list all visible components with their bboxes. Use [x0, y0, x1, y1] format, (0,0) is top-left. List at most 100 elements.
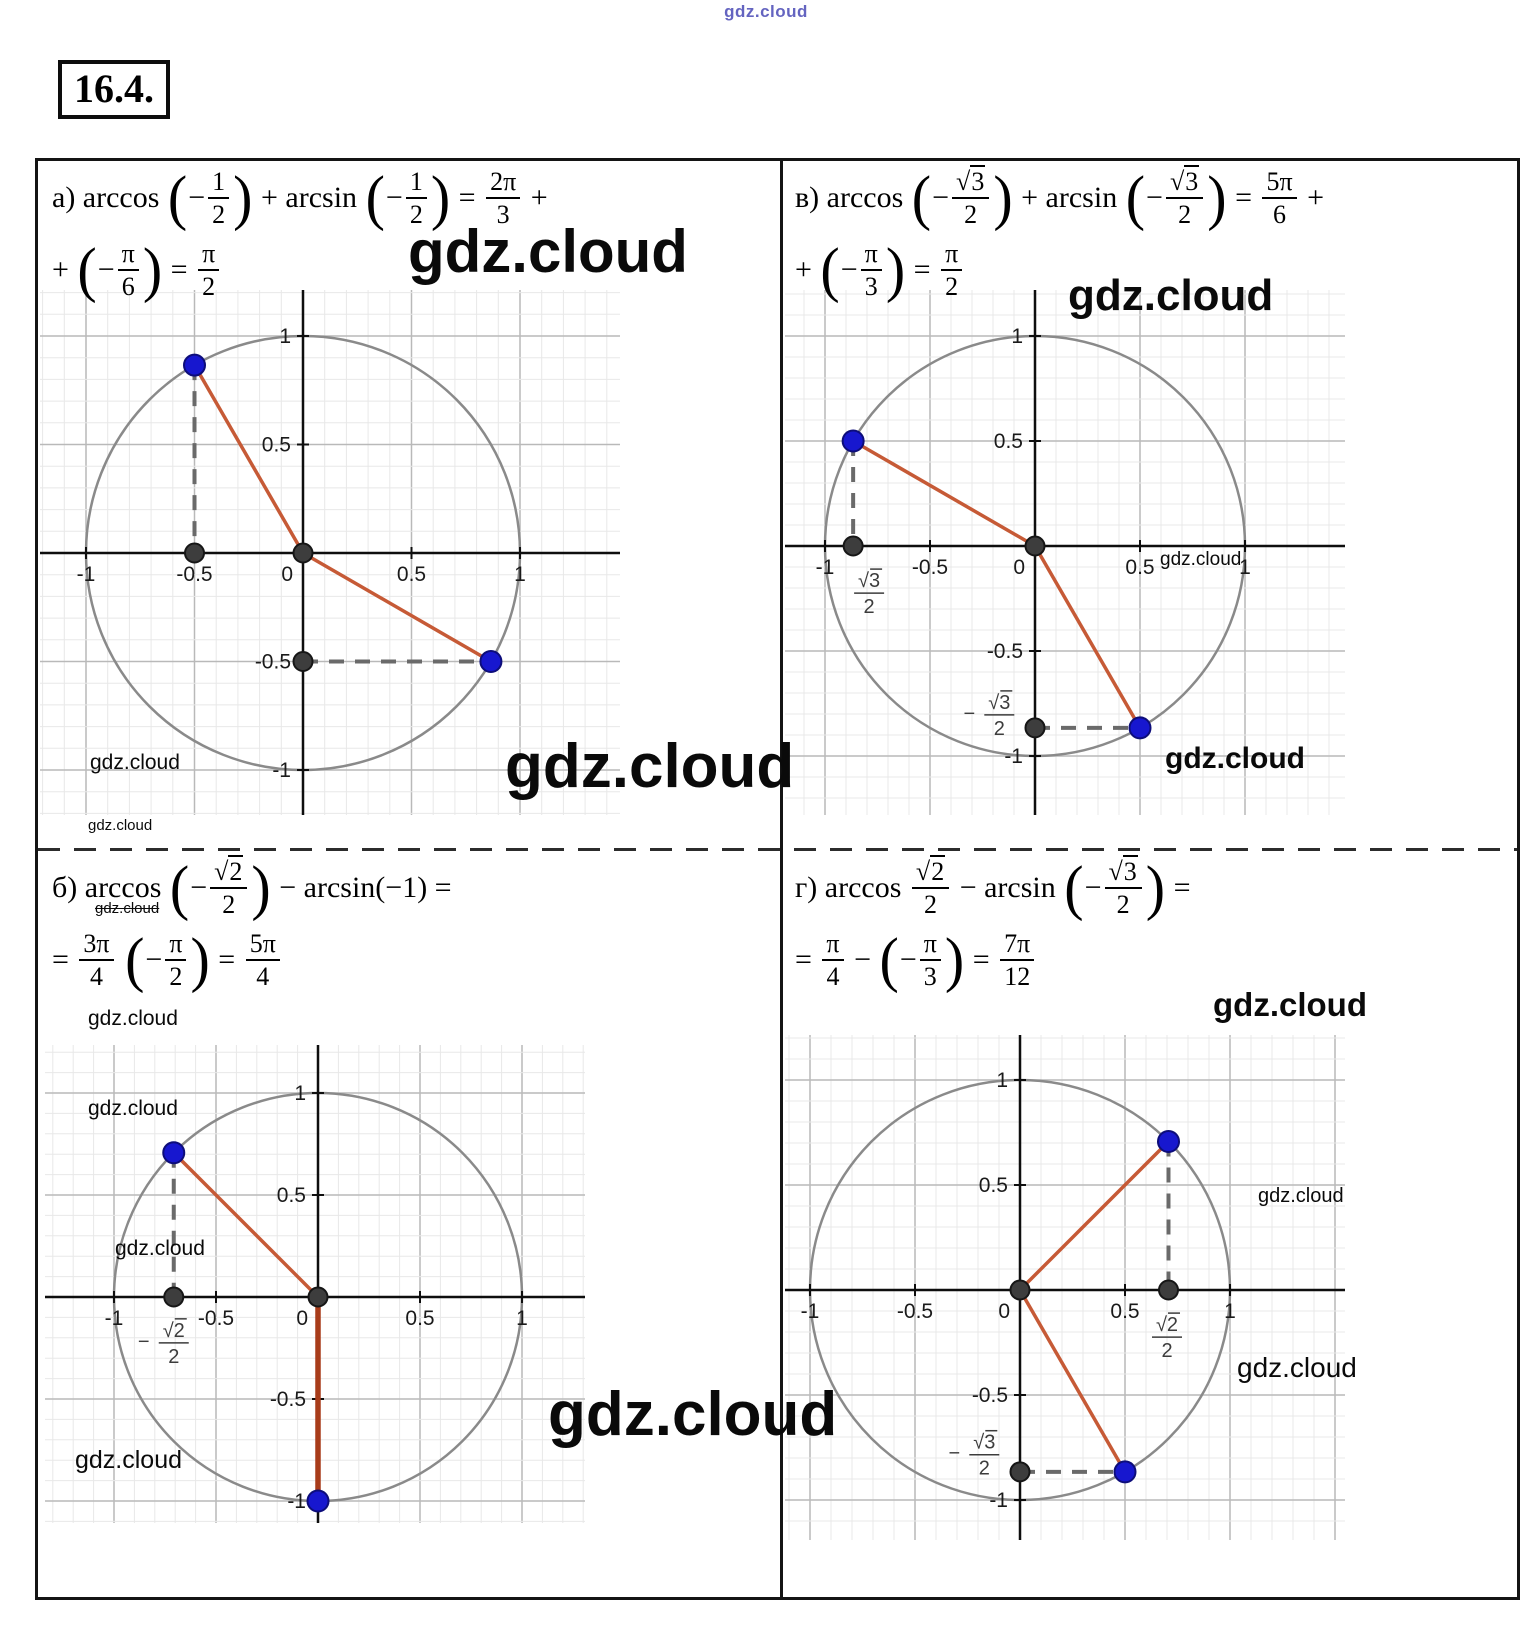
- y-tick-label: 1: [279, 325, 291, 348]
- radius-line: [852, 439, 1036, 548]
- math-text: =: [1166, 871, 1191, 904]
- math-text: −: [1146, 181, 1163, 214]
- math-text: +: [523, 181, 548, 214]
- big-paren: ): [944, 925, 965, 994]
- y-tick-label: -0.5: [255, 651, 291, 674]
- x-tick-label: 1: [1239, 556, 1251, 579]
- radius-line: [172, 1151, 320, 1299]
- svg-text:2: 2: [864, 596, 875, 618]
- svg-text:−: −: [138, 1331, 150, 1353]
- big-paren: ): [233, 163, 253, 232]
- watermark: gdz.cloud: [505, 732, 795, 801]
- big-paren: (: [169, 853, 190, 922]
- x-tick-label: 0.5: [397, 563, 426, 586]
- x-tick-label: -0.5: [176, 563, 212, 586]
- watermark: gdz.cloud: [1165, 742, 1305, 775]
- watermark: gdz.cloud: [88, 1007, 178, 1030]
- svg-text:−: −: [948, 1443, 960, 1465]
- x-tick-label: 1: [516, 1307, 528, 1330]
- y-tick-label: 0.5: [979, 1174, 1008, 1197]
- svg-text:√3: √3: [858, 570, 880, 592]
- math-text: =: [1227, 181, 1260, 214]
- radius-line: [302, 551, 492, 664]
- x-tick-label: -1: [105, 1307, 124, 1330]
- formula-line: = 3π 4 (− π 2) = 5π 4: [52, 922, 452, 998]
- x-tick-label: 0.5: [405, 1307, 434, 1330]
- watermark: gdz.cloud: [1237, 1352, 1357, 1383]
- x-tick-label: -1: [801, 1300, 820, 1323]
- fraction: √3 2: [952, 164, 990, 229]
- fraction: 2π 3: [486, 167, 521, 229]
- projection-point: [163, 1286, 185, 1308]
- fraction: 5π 6: [1262, 167, 1297, 229]
- y-tick-label: 0.5: [277, 1184, 306, 1207]
- watermark: gdz.cloud: [75, 1446, 183, 1474]
- math-text: в) arccos: [795, 181, 911, 214]
- y-tick-label: -1: [1004, 745, 1023, 768]
- big-paren: (: [167, 163, 188, 232]
- radius-line: [1018, 1140, 1170, 1292]
- big-paren: ): [190, 925, 210, 994]
- formula-part-v: в) arccos (− √3 2) + arcsin (− √3 2) = 5π 6 +…: [795, 160, 1324, 308]
- circle-point: [306, 1489, 330, 1513]
- fraction: 7π 12: [1000, 929, 1035, 991]
- math-text: −: [188, 181, 206, 214]
- math-text: − arcsin(−1) =: [271, 871, 452, 904]
- math-text: +: [1299, 181, 1325, 214]
- y-tick-label: 1: [996, 1069, 1008, 1092]
- svg-text:2: 2: [994, 718, 1005, 740]
- x-tick-label: -0.5: [198, 1307, 234, 1330]
- x-tick-label: 0.5: [1125, 556, 1154, 579]
- x-tick-label: 0: [1013, 556, 1025, 579]
- svg-text:√3: √3: [973, 1432, 995, 1454]
- formula-line: в) arccos (− √3 2) + arcsin (− √3 2) = 5π 6 +: [795, 160, 1324, 236]
- y-tick-label: 1: [294, 1082, 306, 1105]
- unit-circle-diagram-v: -1 -0.5 0 0.5 110.5-0.5-1√32− √32: [785, 290, 1345, 815]
- projection-point: [842, 535, 864, 557]
- x-tick-label: 1: [1224, 1300, 1236, 1323]
- math-text: + arcsin: [1013, 181, 1125, 214]
- projection-point: [292, 651, 314, 672]
- x-tick-label: 0: [998, 1300, 1010, 1323]
- svg-text:√2: √2: [1156, 1314, 1178, 1336]
- math-text: =: [210, 943, 243, 976]
- projection-point: [1009, 1279, 1031, 1301]
- svg-text:√2: √2: [163, 1320, 185, 1342]
- big-paren: ): [142, 235, 163, 304]
- axis-fraction-label: − √3 2: [948, 1429, 1000, 1480]
- formula-line: а) arccos (−1 2) + arcsin (−1 2) = 2π 3 +: [52, 160, 548, 236]
- watermark: gdz.cloud: [1213, 986, 1367, 1023]
- svg-text:2: 2: [168, 1346, 179, 1368]
- math-text: =: [52, 943, 77, 976]
- table-vertical-divider: [780, 161, 783, 1597]
- circle-point: [841, 429, 865, 453]
- circle-point: [183, 353, 206, 377]
- math-text: =: [965, 943, 998, 976]
- svg-text:−: −: [963, 703, 975, 725]
- fraction: 3π 4: [79, 929, 114, 991]
- x-tick-label: -1: [77, 563, 96, 586]
- big-paren: (: [820, 235, 840, 304]
- big-paren: ): [1207, 163, 1227, 232]
- formula-part-a: а) arccos (−1 2) + arcsin (−1 2) = 2π 3 + + …: [52, 160, 548, 308]
- math-text: + arcsin: [253, 181, 365, 214]
- y-tick-label: 1: [1011, 325, 1023, 348]
- big-paren: ): [993, 163, 1013, 232]
- big-paren: ): [251, 853, 271, 922]
- unit-circle-diagram-b: -1 -0.5 0 0.5 110.5-0.5-1− √22: [45, 1045, 585, 1523]
- fraction: √2 2: [210, 854, 248, 919]
- watermark: gdz.cloud: [88, 1097, 178, 1120]
- watermark: gdz.cloud: [408, 218, 688, 285]
- math-text: −: [840, 253, 858, 286]
- math-text: а) arccos: [52, 181, 167, 214]
